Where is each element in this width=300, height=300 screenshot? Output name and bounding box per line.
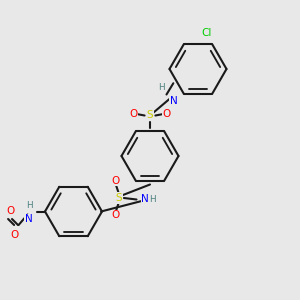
Text: Cl: Cl [201,28,211,38]
Text: S: S [147,110,153,121]
Text: O: O [10,230,18,239]
Text: O: O [6,206,14,216]
Text: H: H [26,201,33,210]
Text: S: S [115,193,122,203]
Text: N: N [141,194,149,205]
Text: O: O [162,109,171,119]
Text: O: O [129,109,138,119]
Text: O: O [111,176,120,186]
Text: N: N [169,96,177,106]
Text: O: O [111,210,120,220]
Text: N: N [25,214,32,224]
Text: H: H [149,195,156,204]
Text: H: H [158,83,165,92]
